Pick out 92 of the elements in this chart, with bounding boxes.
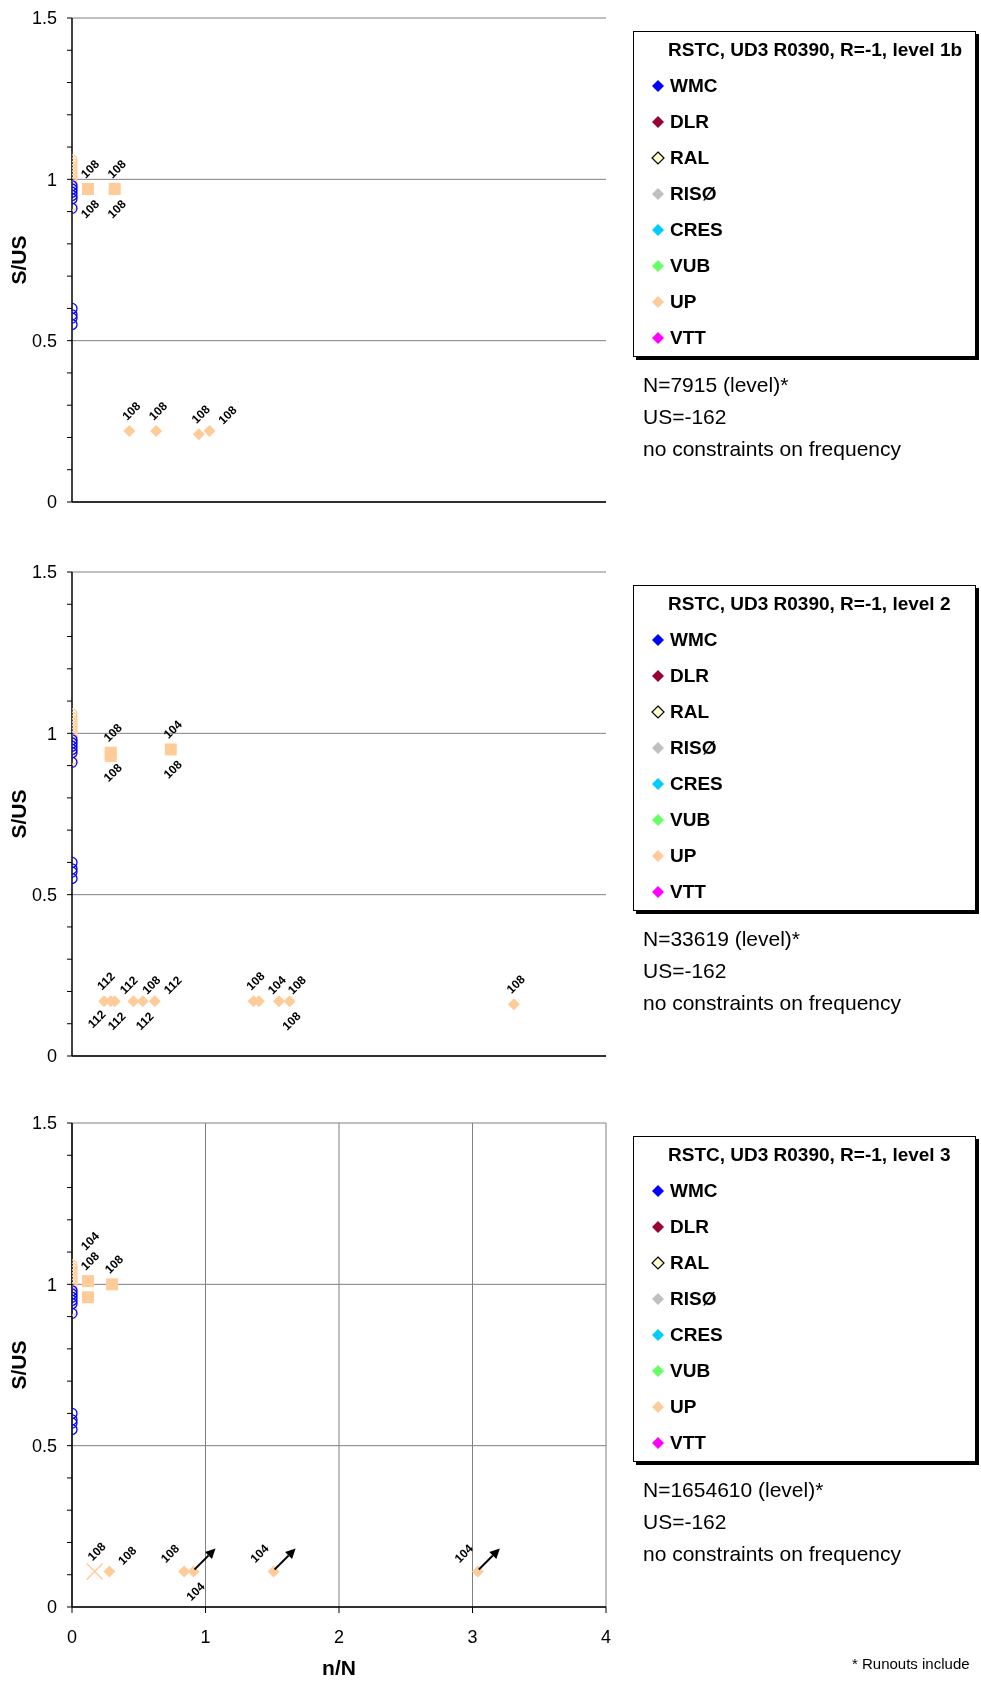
legend-title: RSTC, UD3 R0390, R=-1, level 1b [668, 39, 963, 60]
legend-label: UP [670, 291, 697, 313]
annotation: 104 [451, 1541, 477, 1566]
x-tick-label: 4 [600, 1626, 612, 1647]
legend-label: CRES [670, 1324, 723, 1346]
annotation: 108 [279, 1008, 304, 1034]
legend-label: RAL [670, 147, 710, 169]
annotation: 104 [160, 717, 186, 742]
legend-label: VUB [670, 809, 711, 831]
y-tick-label: 0.5 [31, 331, 57, 352]
annotation: 108 [158, 1541, 183, 1566]
text: US=-162 [643, 958, 728, 984]
legend-label: UP [670, 1396, 697, 1418]
annotation: 108 [77, 156, 103, 182]
annotation: 108 [215, 402, 240, 428]
text: N=7915 (level)* [643, 372, 790, 398]
y-tick-label: 1 [46, 169, 57, 190]
y-axis-title: S/US [6, 235, 30, 285]
y-axis-title: S/US [6, 789, 30, 839]
annotation: 108 [119, 398, 144, 424]
y-tick-label: 0 [46, 492, 57, 513]
point [123, 425, 136, 438]
legend-label: VTT [670, 327, 706, 349]
text: * Runouts include [852, 1655, 970, 1673]
y-tick-label: 0 [46, 1046, 57, 1067]
legend-title: RSTC, UD3 R0390, R=-1, level 2 [668, 593, 951, 614]
text: N=1654610 (level)* [643, 1477, 825, 1503]
y-tick-label: 1 [46, 1274, 57, 1295]
x-tick-label: 2 [333, 1626, 345, 1647]
legend-label: DLR [670, 1216, 710, 1238]
point [164, 743, 177, 756]
y-tick-label: 0 [46, 1597, 57, 1618]
annotation: 108 [160, 757, 186, 782]
annotation: 104 [247, 1541, 272, 1566]
x-tick-label: 0 [66, 1626, 78, 1647]
legend-label: RISØ [670, 1288, 717, 1310]
y-tick-label: 1.5 [31, 1113, 57, 1134]
legend-label: WMC [670, 75, 718, 97]
annotation: 108 [77, 196, 103, 222]
annotation: 108 [503, 972, 529, 997]
annotation: 112 [116, 973, 141, 997]
point [150, 425, 163, 438]
point [148, 995, 161, 1008]
text: no constraints on frequency [643, 1541, 901, 1567]
annotation: 108 [115, 1543, 140, 1568]
annotation: 108 [84, 1539, 109, 1564]
legend-label: VTT [670, 881, 706, 903]
legend-label: UP [670, 845, 697, 867]
legend-label: DLR [670, 111, 710, 133]
text: US=-162 [643, 404, 728, 430]
annotation: 108 [188, 401, 214, 427]
annotation: 108 [104, 196, 129, 222]
annotation: 112 [94, 969, 119, 993]
annotation: 108 [146, 398, 171, 424]
legend-label: WMC [670, 1180, 718, 1202]
annotation: 104 [183, 1579, 208, 1604]
annotation: 108 [243, 968, 268, 994]
annotation: 108 [100, 760, 125, 785]
x-axis-title: n/N [322, 1655, 356, 1679]
legend-label: RISØ [670, 183, 717, 205]
y-axis-title: S/US [6, 1340, 30, 1390]
point [203, 425, 216, 438]
point [192, 428, 205, 441]
x-tick-label: 1 [200, 1626, 211, 1647]
point [283, 995, 296, 1008]
annotation: 112 [132, 1009, 157, 1033]
legend-label: CRES [670, 219, 723, 241]
y-tick-label: 1.5 [31, 562, 57, 583]
legend-label: VUB [670, 1360, 711, 1382]
annotation: 108 [104, 156, 129, 182]
y-tick-label: 0.5 [31, 885, 57, 906]
legend-title: RSTC, UD3 R0390, R=-1, level 3 [668, 1144, 951, 1165]
point [272, 995, 285, 1008]
legend-label: RAL [670, 701, 710, 723]
legend-label: VUB [670, 255, 711, 277]
annotation: 112 [84, 1007, 109, 1031]
y-tick-label: 0.5 [31, 1436, 57, 1457]
legend-label: RAL [670, 1252, 710, 1274]
x-tick-label: 3 [467, 1626, 478, 1647]
annotation: 108 [100, 720, 125, 745]
legend-label: VTT [670, 1432, 706, 1454]
annotation: 108 [102, 1252, 127, 1277]
y-tick-label: 1 [46, 723, 57, 744]
text: no constraints on frequency [643, 436, 901, 462]
legend-label: WMC [670, 629, 718, 651]
legend-label: DLR [670, 665, 710, 687]
legend-label: RISØ [670, 737, 717, 759]
text: no constraints on frequency [643, 990, 901, 1016]
y-tick-label: 1.5 [31, 8, 57, 29]
legend-label: CRES [670, 773, 723, 795]
text: US=-162 [643, 1509, 728, 1535]
text: N=33619 (level)* [643, 926, 801, 952]
